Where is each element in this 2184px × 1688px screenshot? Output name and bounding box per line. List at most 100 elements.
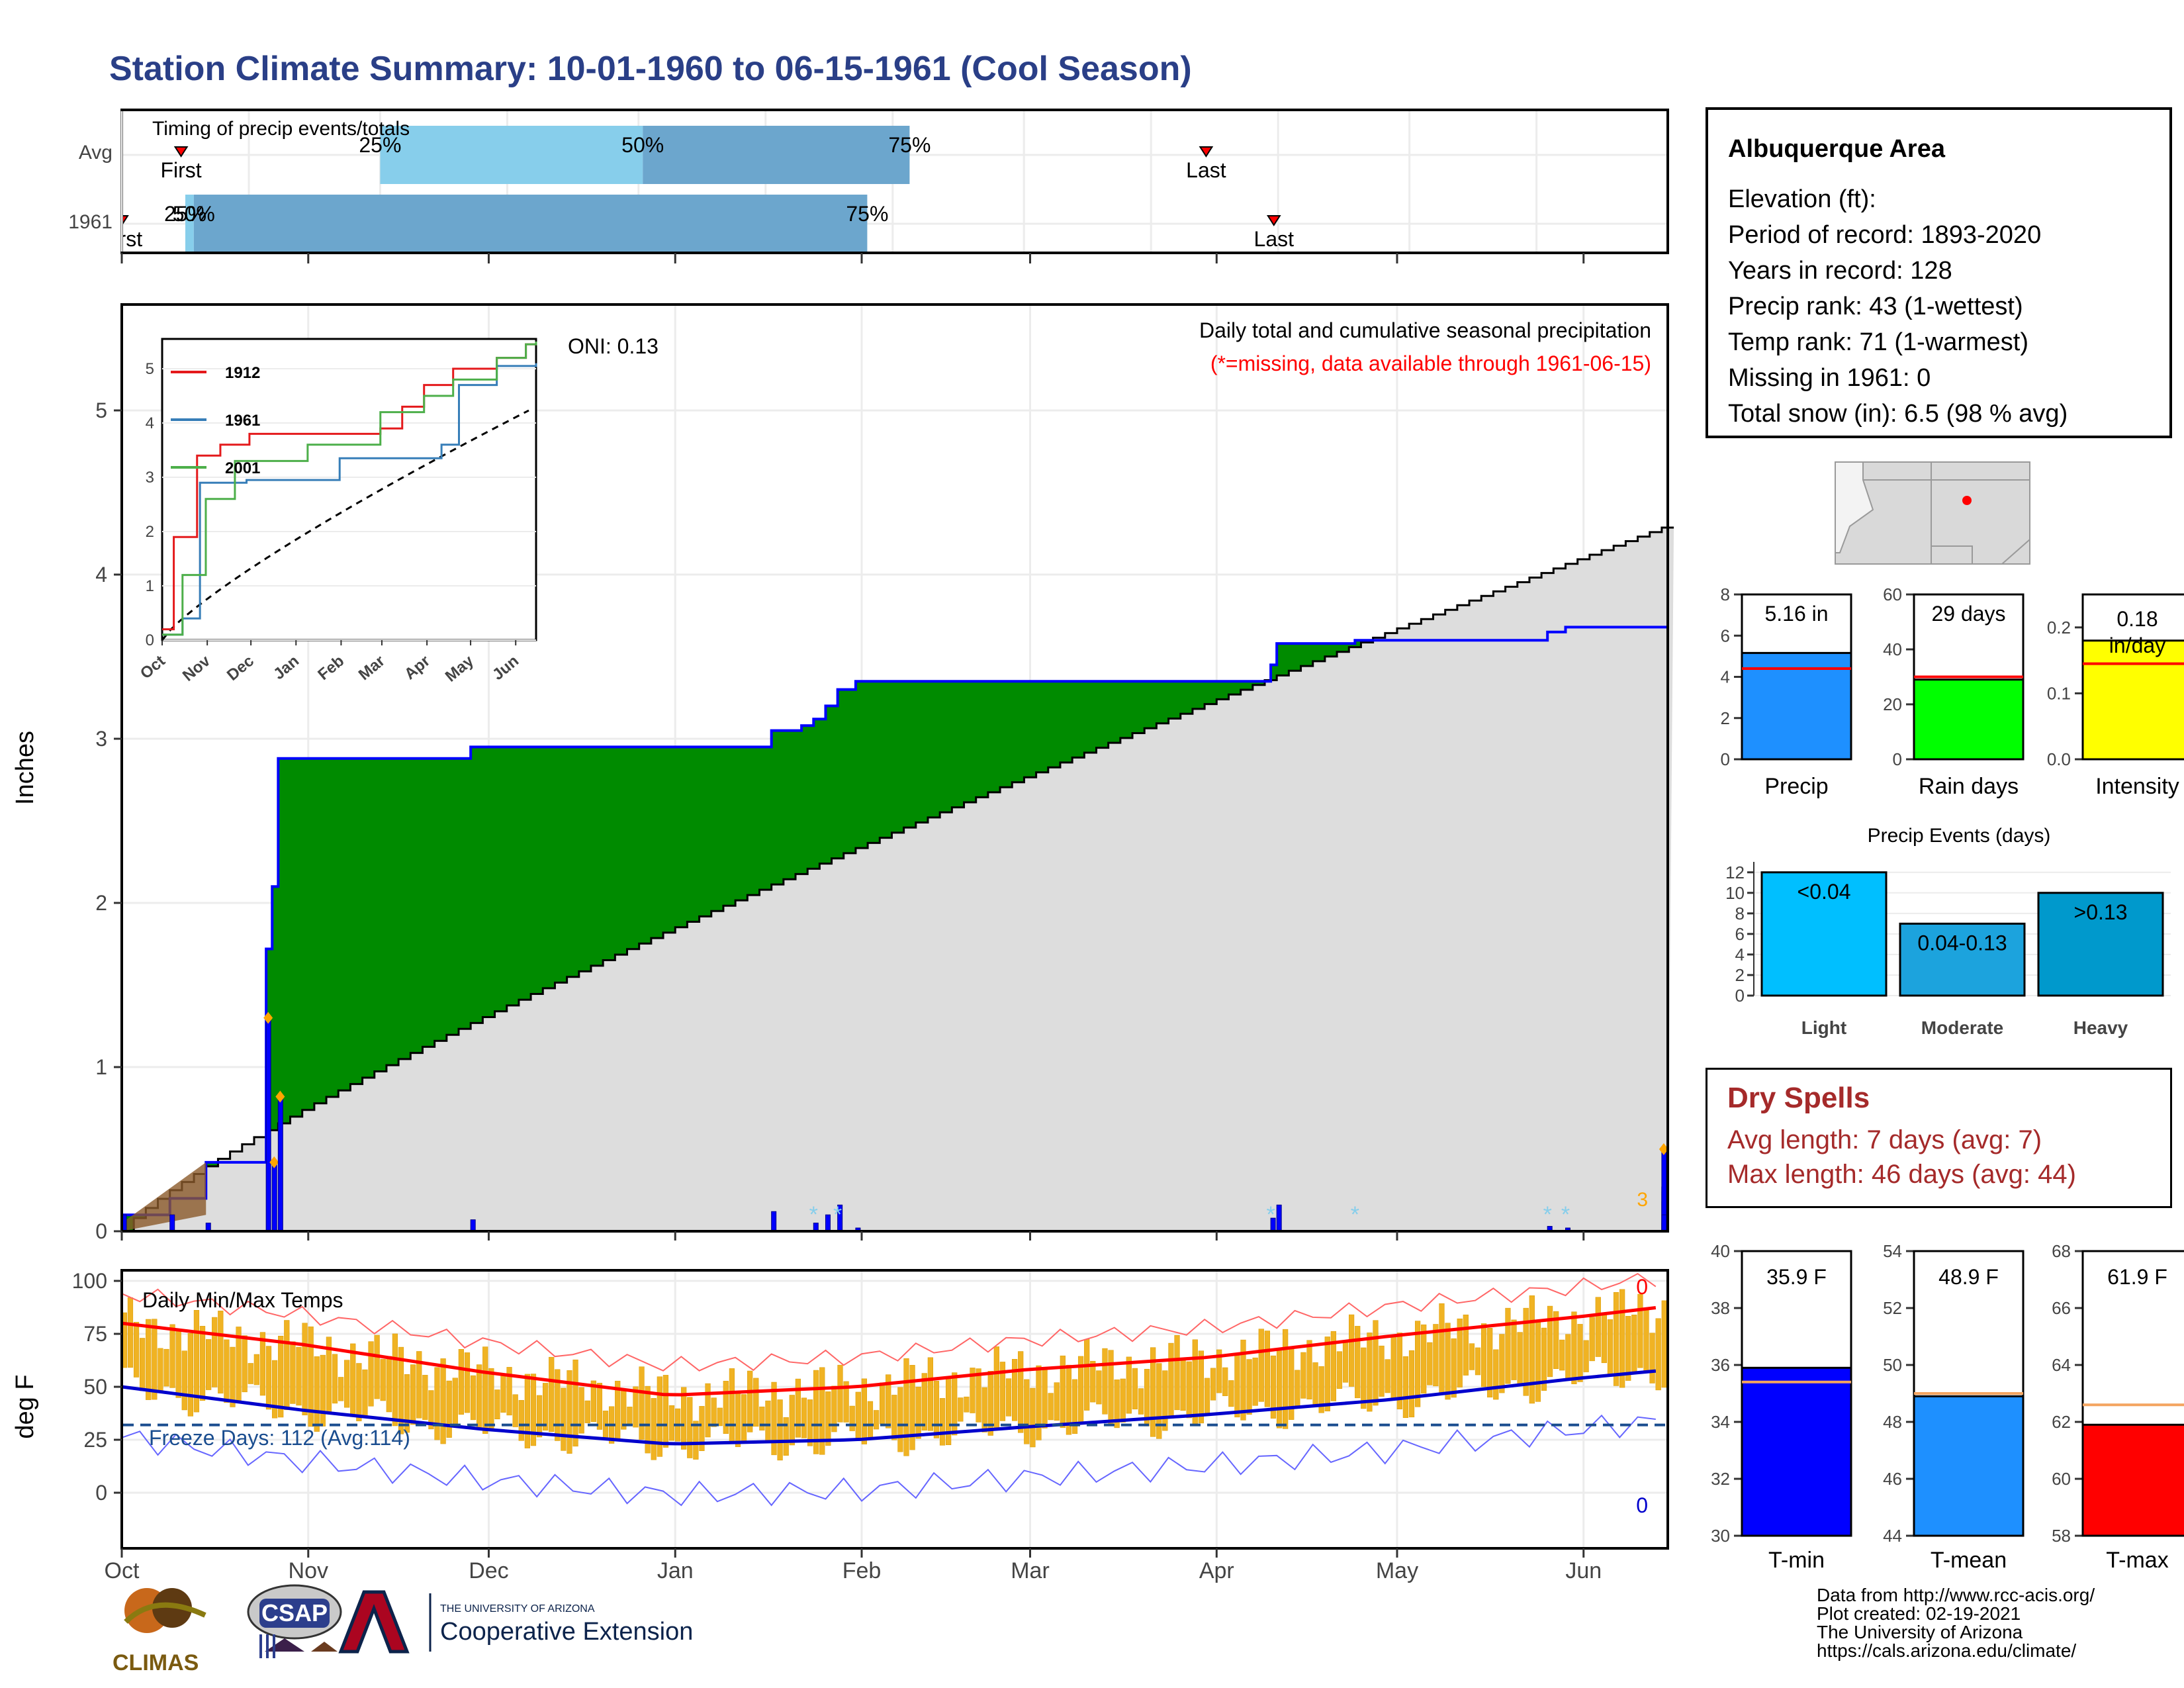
timing-marker (1199, 146, 1214, 158)
inset-ytick-label: 0 (146, 632, 154, 649)
events-category-label: Light (1801, 1017, 1846, 1038)
daily-temp-bar (1318, 1366, 1324, 1413)
timing-pct-label: 75% (846, 202, 888, 226)
daily-temp-bar (735, 1391, 741, 1447)
daily-temp-bar (867, 1401, 874, 1439)
daily-temp-bar (1367, 1333, 1373, 1412)
daily-temp-bar (699, 1406, 705, 1451)
daily-temp-bar (578, 1387, 584, 1434)
snow-marker: * (833, 1202, 842, 1227)
daily-temp-bar (1283, 1329, 1289, 1429)
inset-legend-label: 1961 (225, 412, 260, 430)
timing-pct-label: 50% (173, 202, 215, 226)
daily-temp-bar (1186, 1361, 1192, 1419)
daily-temp-bar (1246, 1359, 1252, 1415)
temp-bar-value-label: 35.9 F (1766, 1265, 1827, 1289)
daily-temp-bar (470, 1375, 477, 1421)
daily-temp-bar (1252, 1357, 1258, 1406)
mini-ytick-label: 6 (1721, 626, 1730, 645)
daily-temp-bar (1222, 1367, 1228, 1396)
daily-temp-bar (1643, 1308, 1649, 1374)
timing-pct-label: 50% (621, 133, 664, 157)
daily-temp-bar (1264, 1331, 1270, 1407)
daily-temp-bar (1071, 1379, 1078, 1434)
daily-temp-bar (1390, 1336, 1396, 1399)
daily-temp-bar (789, 1395, 795, 1446)
events-title: Precip Events (days) (1868, 825, 2051, 847)
daily-temp-bar (639, 1366, 645, 1440)
record-max-line (121, 1272, 1657, 1372)
daily-precip-bar (265, 1017, 271, 1232)
daily-temp-bar (320, 1354, 326, 1427)
daily-temp-bar (662, 1375, 669, 1448)
daily-temp-bar (1589, 1317, 1595, 1362)
corner-count: 3 (1637, 1189, 1648, 1211)
daily-temp-bar (1349, 1314, 1355, 1387)
daily-temp-bar (987, 1371, 993, 1436)
events-bar-label: 0.04-0.13 (1917, 931, 2007, 955)
daily-temp-bar (259, 1332, 266, 1396)
mini-value-bar (1913, 679, 2025, 761)
temp-bar-ytick-label: 48 (1883, 1412, 1902, 1432)
daily-temp-bar (1138, 1388, 1144, 1415)
station-snow: Total snow (in): 6.5 (98 % avg) (1728, 400, 2068, 428)
station-location-dot (1962, 496, 1972, 505)
daily-temp-bar (296, 1346, 302, 1406)
daily-temp-bar (1607, 1319, 1614, 1376)
daily-temp-bar (482, 1346, 488, 1434)
daily-temp-bar (212, 1317, 218, 1387)
dry-spells-title: Dry Spells (1727, 1082, 1870, 1114)
daily-temp-bar (368, 1341, 374, 1407)
snow-marker: * (1561, 1202, 1570, 1227)
daily-temp-bar (1258, 1329, 1264, 1402)
daily-temp-bar (1451, 1338, 1457, 1398)
temp-bar-ytick-label: 54 (1883, 1241, 1902, 1261)
events-bar-label: >0.13 (2074, 900, 2128, 924)
daily-temp-bar (886, 1374, 891, 1429)
events-ytick-label: 12 (1725, 863, 1745, 882)
daily-temp-bar (1421, 1324, 1427, 1394)
daily-temp-bar (140, 1338, 146, 1391)
timing-box-lower (185, 195, 194, 252)
daily-temp-bar (1210, 1368, 1216, 1401)
daily-temp-bar (1499, 1334, 1505, 1393)
temp-bar-ytick-label: 58 (2052, 1526, 2071, 1546)
precip-ytick-label: 0 (95, 1219, 107, 1243)
daily-temp-bar (819, 1367, 825, 1455)
daily-temp-bar (1198, 1350, 1204, 1424)
daily-temp-bar (1547, 1305, 1553, 1378)
mini-value-label: 29 days (1931, 602, 2005, 626)
daily-temp-bar (1385, 1359, 1390, 1393)
daily-temp-bar (1571, 1311, 1577, 1384)
daily-temp-bar (422, 1375, 428, 1420)
temp-bar-ytick-label: 46 (1883, 1469, 1902, 1489)
daily-temp-bar (1613, 1291, 1619, 1386)
daily-temp-bar (1126, 1356, 1132, 1414)
daily-temp-bar (681, 1387, 687, 1450)
daily-temp-bar (175, 1331, 181, 1398)
temp-bar-value (1741, 1366, 1852, 1537)
daily-temp-bar (1342, 1340, 1349, 1383)
daily-temp-bar (1595, 1297, 1601, 1357)
events-bar (2037, 892, 2164, 997)
daily-temp-bar (133, 1321, 140, 1378)
daily-temp-bar (1168, 1342, 1174, 1419)
daily-temp-bar (999, 1362, 1006, 1421)
daily-temp-bar (1066, 1364, 1072, 1435)
daily-temp-bar (1162, 1370, 1168, 1431)
station-info-box: Albuquerque Area Elevation (ft): Period … (1706, 107, 2172, 438)
timing-label: Timing of precip events/totals (152, 118, 410, 140)
daily-temp-bar (849, 1405, 855, 1431)
daily-temp-bar (964, 1396, 970, 1413)
station-period: Period of record: 1893-2020 (1728, 221, 2042, 249)
inset-ytick-label: 5 (146, 360, 154, 378)
daily-temp-bar (248, 1363, 253, 1384)
daily-precip-bar (169, 1214, 175, 1232)
timing-pct-label: 25% (359, 133, 401, 157)
events-ytick-label: 4 (1735, 945, 1745, 964)
mini-value-label: in/day (2109, 633, 2165, 657)
daily-temp-bar (374, 1335, 380, 1399)
mini-value-bar (1741, 651, 1852, 761)
daily-temp-bar (939, 1398, 946, 1446)
